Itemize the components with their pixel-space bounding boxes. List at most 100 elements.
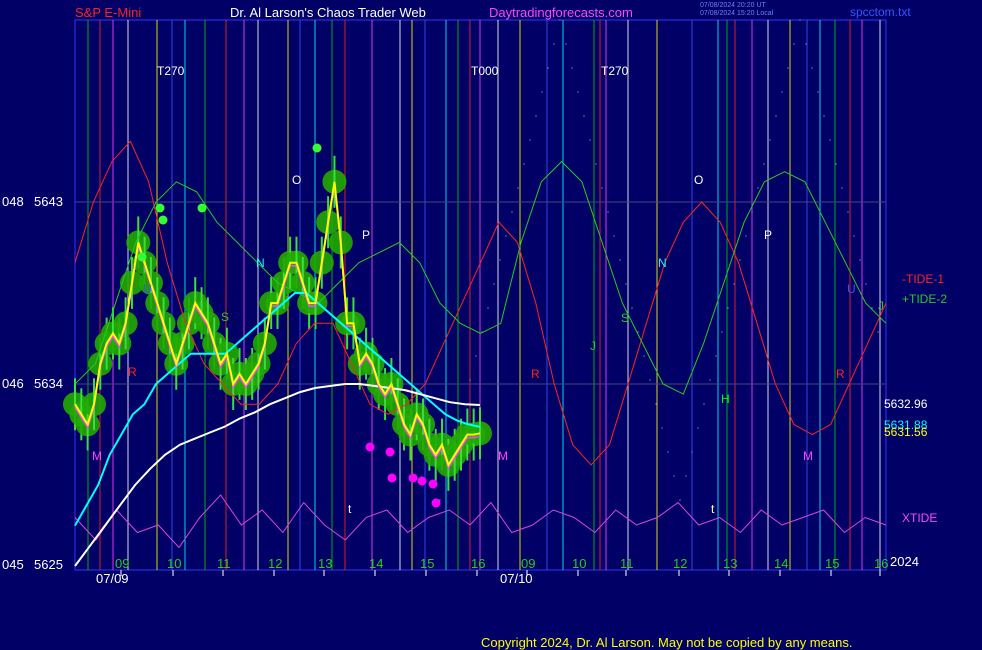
dot (487, 307, 489, 309)
dot (535, 115, 537, 117)
planet-letter: O (694, 173, 703, 187)
dot (631, 307, 633, 309)
dot (775, 115, 777, 117)
dot (679, 499, 681, 501)
dot (607, 211, 609, 213)
dot (805, 43, 807, 45)
planet-letter: O (292, 173, 301, 187)
dot (511, 211, 513, 213)
planet-letter: R (128, 365, 137, 379)
price-label: 5631.56 (884, 425, 928, 439)
green-dot (137, 252, 147, 262)
dot (589, 139, 591, 141)
dot (601, 187, 603, 189)
dot (613, 235, 615, 237)
time-marker: T270 (157, 64, 185, 78)
grid (75, 19, 886, 570)
price-label: 5631.88 (884, 418, 928, 432)
copyright: Copyright 2024, Dr. Al Larson. May not b… (481, 635, 853, 650)
dot (493, 283, 495, 285)
magenta-dot (387, 473, 397, 483)
time-marker: T000 (471, 64, 499, 78)
date-label: 07/10 (500, 571, 533, 586)
dot (673, 475, 675, 477)
green-dot (155, 203, 165, 213)
dot (637, 331, 639, 333)
dot (781, 91, 783, 93)
series-label: -TIDE-1 (902, 272, 944, 286)
dot (769, 139, 771, 141)
dot (739, 259, 741, 261)
planet-letter: M (803, 449, 813, 463)
dot (655, 403, 657, 405)
dot (649, 379, 651, 381)
price-label: 5632.96 (884, 397, 928, 411)
dot (745, 235, 747, 237)
dot (565, 43, 567, 45)
dot (703, 403, 705, 405)
date-label: 07/09 (96, 571, 129, 586)
x-hour-label: 15 (420, 556, 434, 571)
y-axis-price: 5625 (34, 557, 63, 572)
dot (751, 211, 753, 213)
dot (439, 499, 441, 501)
xtide-line (74, 494, 887, 549)
y-axis-price: 5643 (34, 194, 63, 209)
magenta-dot (385, 447, 395, 457)
y-axis-price: 5634 (34, 376, 63, 391)
chart-labels: 048 5643 046 5634 045 5625 09 10 11 12 13 14 15 16 09 1… (2, 64, 947, 586)
green-dot (197, 203, 207, 213)
file-name: spcctom.txt (850, 5, 911, 19)
dot (793, 43, 795, 45)
magenta-dot (431, 498, 441, 508)
planet-letter: U (143, 282, 152, 296)
dot (547, 67, 549, 69)
planet-letter: t (348, 502, 352, 516)
dot (625, 283, 627, 285)
dot (499, 259, 501, 261)
dot (847, 211, 849, 213)
y-axis-code: 046 (2, 376, 24, 391)
planet-letter: J (878, 299, 884, 313)
magenta-dot (408, 473, 418, 483)
dot (841, 187, 843, 189)
green-dot (312, 143, 322, 153)
magenta-dot (365, 442, 375, 452)
dot (709, 379, 711, 381)
dot (853, 235, 855, 237)
dot (733, 283, 735, 285)
dot (523, 163, 525, 165)
planet-letter: N (658, 256, 667, 270)
x-hour-label: 11 (620, 556, 634, 571)
x-hour-label: 10 (572, 556, 586, 571)
x-hour-label: 11 (217, 556, 231, 571)
dot (469, 379, 471, 381)
x-hour-label: 13 (723, 556, 737, 571)
dot (727, 307, 729, 309)
ma-fast-line (74, 292, 481, 527)
planet-letter: S (621, 311, 629, 325)
planet-letter: J (590, 339, 596, 353)
dot (787, 67, 789, 69)
dot (859, 259, 861, 261)
dot (799, 19, 801, 21)
dot (721, 331, 723, 333)
x-hour-label: 16 (471, 556, 485, 571)
site-url-link[interactable]: Daytradingforecasts.com (489, 5, 633, 20)
green-dot (158, 215, 168, 225)
planet-letter: M (92, 449, 102, 463)
planet-letter: R (531, 367, 540, 381)
dot (757, 187, 759, 189)
dot (817, 91, 819, 93)
planet-letter: N (256, 256, 265, 270)
ma-slow-line (74, 383, 481, 567)
dot (529, 139, 531, 141)
dot (865, 283, 867, 285)
dot (475, 355, 477, 357)
dot (517, 187, 519, 189)
dot (685, 475, 687, 477)
y-axis-code: 048 (2, 194, 24, 209)
dot (811, 67, 813, 69)
series-lines (74, 140, 887, 567)
planet-letter: S (221, 310, 229, 324)
